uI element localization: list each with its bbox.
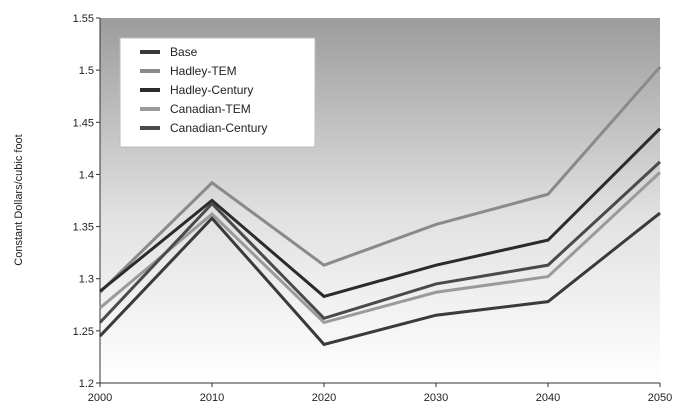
y-tick-label: 1.55 bbox=[73, 13, 94, 25]
y-tick-label: 1.4 bbox=[79, 169, 94, 181]
y-tick-label: 1.45 bbox=[73, 117, 94, 129]
series-line-base bbox=[98, 211, 661, 347]
legend-label: Canadian-TEM bbox=[170, 102, 251, 116]
legend-label: Hadley-Century bbox=[170, 83, 253, 97]
y-tick-label: 1.2 bbox=[79, 378, 94, 390]
x-tick-label: 2010 bbox=[200, 392, 224, 404]
series-line-hadley-tem bbox=[98, 66, 662, 294]
x-tick-label: 2000 bbox=[88, 392, 112, 404]
y-tick-label: 1.25 bbox=[73, 326, 94, 338]
y-tick-label: 1.5 bbox=[79, 65, 94, 77]
series-line-hadley-century bbox=[99, 127, 662, 299]
legend-label: Hadley-TEM bbox=[170, 64, 237, 78]
x-tick-label: 2040 bbox=[536, 392, 560, 404]
legend-label: Canadian-Century bbox=[170, 121, 267, 135]
x-tick-label: 2030 bbox=[424, 392, 448, 404]
y-tick-label: 1.3 bbox=[79, 274, 94, 286]
series-line-canadian-century bbox=[98, 160, 662, 324]
x-tick-label: 2050 bbox=[648, 392, 672, 404]
y-axis-title: Constant Dollars/cubic foot bbox=[13, 134, 25, 265]
legend-label: Base bbox=[170, 45, 198, 59]
y-tick-label: 1.35 bbox=[73, 222, 94, 234]
series-line-canadian-tem bbox=[99, 171, 662, 325]
x-tick-label: 2020 bbox=[312, 392, 336, 404]
legend: Base Hadley-TEM Hadley-Century Canadian-TEM… bbox=[119, 37, 316, 148]
